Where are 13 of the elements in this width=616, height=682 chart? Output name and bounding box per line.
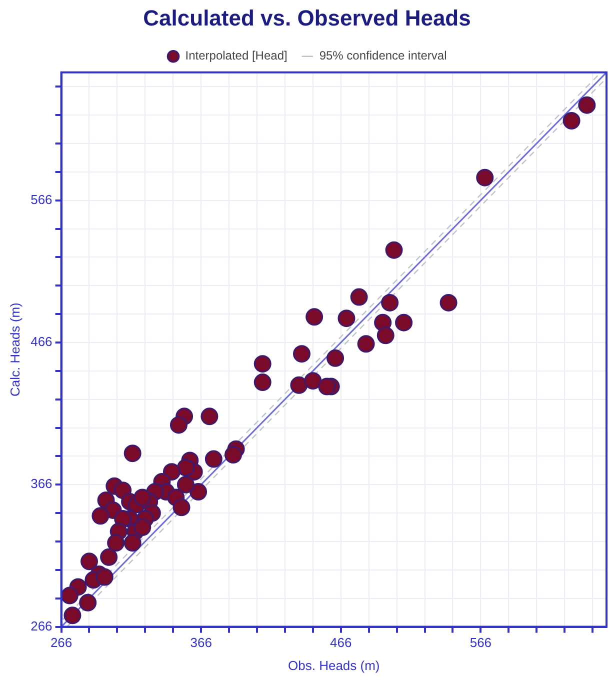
x-tick-label: 266 [50,635,72,650]
x-axis-title: Obs. Heads (m) [288,658,380,673]
legend-label: 95% confidence interval [319,48,447,63]
x-tick-label: 466 [330,635,352,650]
y-tick-label: 366 [30,476,52,492]
chart-title: Calculated vs. Observed Heads [143,5,471,30]
y-tick-label: 466 [30,334,52,350]
x-tick-label: 566 [470,635,492,650]
y-tick-label: 566 [30,192,52,207]
x-tick-label: 366 [190,635,212,650]
y-axis-title: Calc. Heads (m) [7,302,22,397]
legend-label: Interpolated [Head] [185,48,288,63]
y-tick-label: 266 [30,618,52,634]
